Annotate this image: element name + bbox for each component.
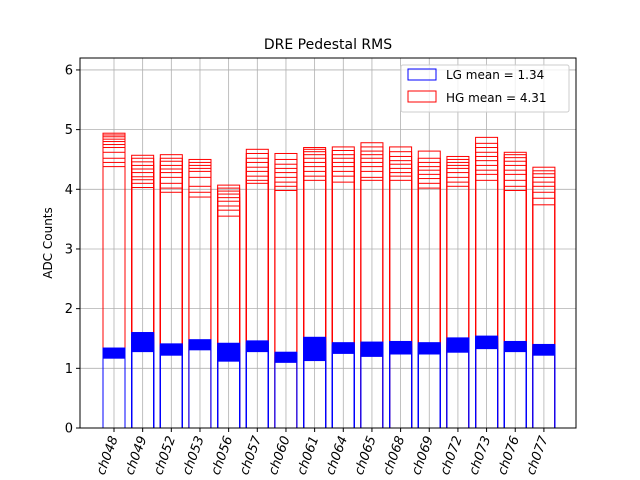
y-tick-label: 2 [65,302,73,317]
y-tick-label: 6 [65,63,73,78]
legend-box [400,64,570,113]
bar-band-lg [532,344,555,356]
bar-band-lg [332,342,355,354]
bar-band-lg [475,336,498,349]
legend-swatch-hg [407,90,437,103]
bar-group-lg-ch068 [389,340,413,429]
bar-band-lg [360,342,383,357]
bar-band-lg [131,332,154,352]
y-axis-label: ADC Counts [41,207,55,279]
grid [80,58,576,429]
bar-band-lg [246,340,269,352]
bar-band-lg [389,341,412,354]
y-tick-label: 0 [65,422,73,437]
bar-band-lg [418,342,441,354]
y-tick-label: 5 [65,123,73,138]
legend-swatch-lg [407,68,437,81]
y-tick-label: 1 [65,362,73,377]
y-tick-label: 4 [65,183,73,198]
y-tick-label: 3 [65,242,73,257]
legend-entry-lg: LG mean = 1.34 [446,68,544,82]
legend-entry-hg: HG mean = 4.31 [446,91,547,105]
chart-title: DRE Pedestal RMS [264,37,392,53]
plot-frame [79,57,577,429]
legend: LG mean = 1.34 HG mean = 4.31 [400,64,570,113]
